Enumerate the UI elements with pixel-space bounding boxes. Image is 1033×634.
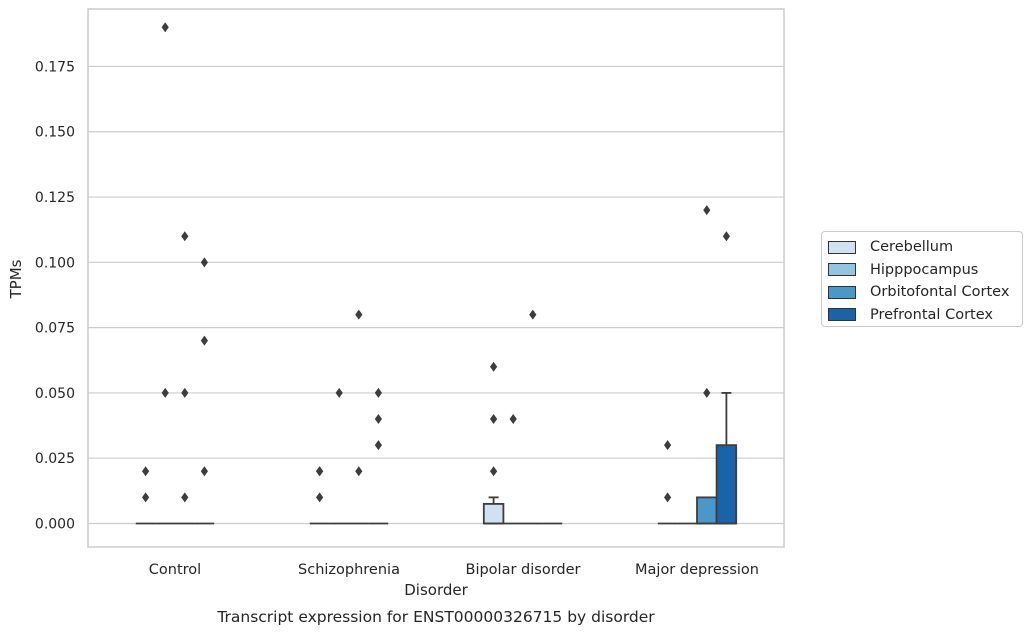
outlier-point [355,466,363,477]
outlier-point [161,22,169,33]
outlier-point [374,414,382,425]
legend-label-prefrontal-cortex: Prefrontal Cortex [870,306,993,323]
x-tick-label: Control [149,562,201,578]
outlier-point [181,231,189,242]
outlier-point [200,466,208,477]
outlier-point [529,309,537,320]
legend-label-orbitofrontal-cortex: Orbitofontal Cortex [870,284,1010,301]
outlier-point [509,414,517,425]
y-axis-label: TPMs [7,259,25,299]
outlier-point [664,440,672,451]
outlier-point [374,440,382,451]
legend-swatch-hippocampus [828,263,856,277]
box [309,466,330,525]
x-tick-label: Bipolar disorder [466,562,581,578]
outlier-point [490,466,498,477]
box [696,205,718,525]
outlier-point [703,205,711,216]
box [482,361,505,525]
y-tick-label: 0.075 [35,321,75,337]
legend-item-prefrontal-cortex: Prefrontal Cortex [828,304,1022,327]
x-axis-label: Disorder [404,581,468,599]
outlier-point [374,387,382,398]
plot-boxes [135,22,738,525]
outlier-point [722,231,730,242]
outlier-point [181,387,189,398]
outlier-point [490,361,498,372]
outlier-point [703,387,711,398]
legend-item-orbitofrontal-cortex: Orbitofontal Cortex [828,281,1022,304]
outlier-point [142,466,150,477]
x-tick-label: Major depression [635,562,759,578]
outlier-point [200,335,208,346]
legend-swatch-cerebellum [828,240,856,254]
outlier-point [181,492,189,503]
y-tick-label: 0.125 [35,190,75,206]
outlier-point [161,387,169,398]
box [194,257,215,525]
box [503,414,523,525]
y-tick-label: 0.100 [35,255,75,271]
legend: Cerebellum Hipppocampus Orbitofontal Cor… [821,231,1023,327]
box-body [696,496,718,525]
legend-label-cerebellum: Cerebellum [870,239,954,256]
box [523,309,543,525]
box [175,231,195,525]
plot-frame [87,8,785,548]
x-tick-label: Schizophrenia [298,562,400,578]
box [368,387,389,525]
box-body [715,444,738,525]
outlier-point [200,257,208,268]
outlier-point [316,492,324,503]
outlier-point [355,309,363,320]
legend-label-hippocampus: Hipppocampus [870,261,979,278]
y-tick-label: 0.175 [35,59,75,75]
box [657,440,678,525]
x-tick-labels: Control Schizophrenia Bipolar disorder Majo… [149,562,759,578]
chart-title: Transcript expression for ENST0000032671… [216,608,655,626]
legend-swatch-orbitofrontal-cortex [828,285,856,299]
legend-item-cerebellum: Cerebellum [828,236,1022,259]
box-body [482,503,505,525]
y-tick-label: 0.000 [35,516,75,532]
box [715,231,738,525]
legend-item-hippocampus: Hipppocampus [828,259,1022,282]
outlier-point [142,492,150,503]
outlier-point [316,466,324,477]
outlier-point [490,414,498,425]
box [329,387,349,525]
y-tick-label: 0.150 [35,125,75,141]
legend-swatch-prefrontal-cortex [828,308,856,322]
outlier-point [664,492,672,503]
box [349,309,369,525]
y-tick-label: 0.025 [35,451,75,467]
y-tick-labels: 0.000 0.025 0.050 0.075 0.100 0.125 0.150 0.175 [35,59,75,532]
box [155,22,175,525]
y-tick-label: 0.050 [35,386,75,402]
y-gridlines [88,65,784,525]
outlier-point [335,387,343,398]
box [135,466,156,525]
